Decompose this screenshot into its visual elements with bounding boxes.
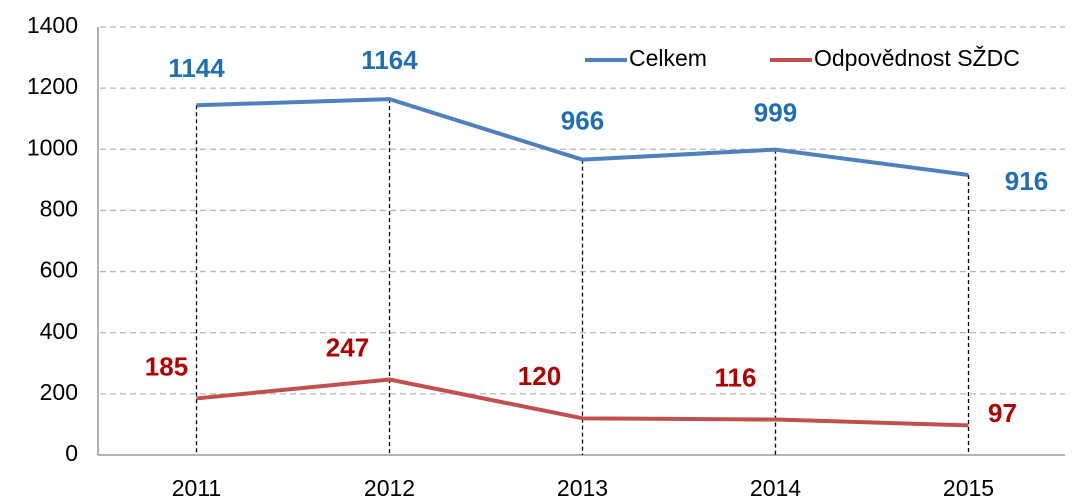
y-tick-label: 200	[40, 379, 78, 405]
data-label: 120	[518, 361, 561, 391]
data-label: 1144	[168, 53, 225, 83]
data-label: 966	[561, 106, 604, 136]
legend-label: Celkem	[629, 45, 707, 71]
y-tick-label: 1000	[27, 134, 78, 160]
data-label: 247	[326, 332, 369, 362]
y-tick-label: 0	[65, 440, 78, 466]
data-label: 185	[145, 351, 188, 381]
data-label: 916	[1005, 166, 1048, 196]
data-label: 116	[715, 362, 757, 392]
y-tick-label: 1200	[27, 73, 78, 99]
x-tick-label: 2014	[750, 475, 801, 500]
y-tick-label: 600	[40, 257, 78, 283]
data-label: 97	[988, 398, 1017, 428]
legend-label: Odpovědnost SŽDC	[814, 45, 1020, 71]
x-tick-label: 2011	[172, 475, 221, 500]
data-label: 999	[754, 97, 797, 127]
series-line	[196, 377, 969, 428]
series-line	[196, 97, 969, 177]
data-label: 1164	[361, 45, 418, 75]
x-tick-label: 2015	[943, 475, 994, 500]
y-tick-label: 800	[40, 196, 78, 222]
x-tick-label: 2012	[364, 475, 415, 500]
x-tick-label: 2013	[557, 475, 608, 500]
y-tick-label: 1400	[27, 12, 78, 38]
y-tick-label: 400	[40, 318, 78, 344]
